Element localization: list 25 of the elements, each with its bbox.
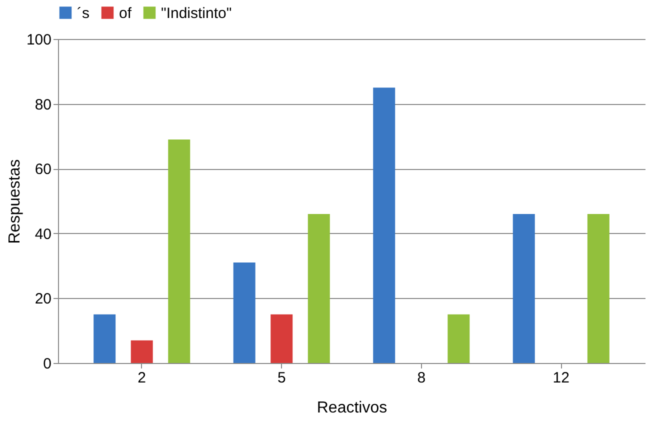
bar bbox=[270, 314, 293, 363]
x-tick-label: 2 bbox=[138, 370, 146, 386]
y-tick-label: 0 bbox=[43, 356, 52, 372]
x-tick-label: 5 bbox=[277, 370, 286, 386]
legend-label: ´s bbox=[77, 4, 90, 22]
bar bbox=[308, 214, 330, 363]
bar bbox=[373, 88, 396, 363]
y-tick-label: 60 bbox=[34, 161, 52, 178]
bar bbox=[448, 314, 470, 363]
y-tick-label: 20 bbox=[34, 290, 52, 308]
bar bbox=[130, 340, 153, 363]
y-tick-label: 80 bbox=[34, 96, 52, 114]
bar bbox=[233, 262, 256, 363]
x-tick-label: 12 bbox=[552, 370, 570, 386]
x-tick-label: 8 bbox=[417, 370, 426, 386]
y-axis-title: Respuestas bbox=[6, 159, 24, 244]
x-axis-title: Reactivos bbox=[316, 400, 388, 416]
legend-label: of bbox=[119, 4, 132, 22]
bar bbox=[512, 214, 535, 363]
legend-label: "Indistinto" bbox=[161, 4, 232, 22]
bar bbox=[587, 214, 610, 363]
bar bbox=[168, 139, 190, 363]
y-tick-label: 40 bbox=[34, 226, 52, 243]
bar bbox=[94, 314, 116, 363]
y-tick-label: 100 bbox=[26, 32, 52, 48]
